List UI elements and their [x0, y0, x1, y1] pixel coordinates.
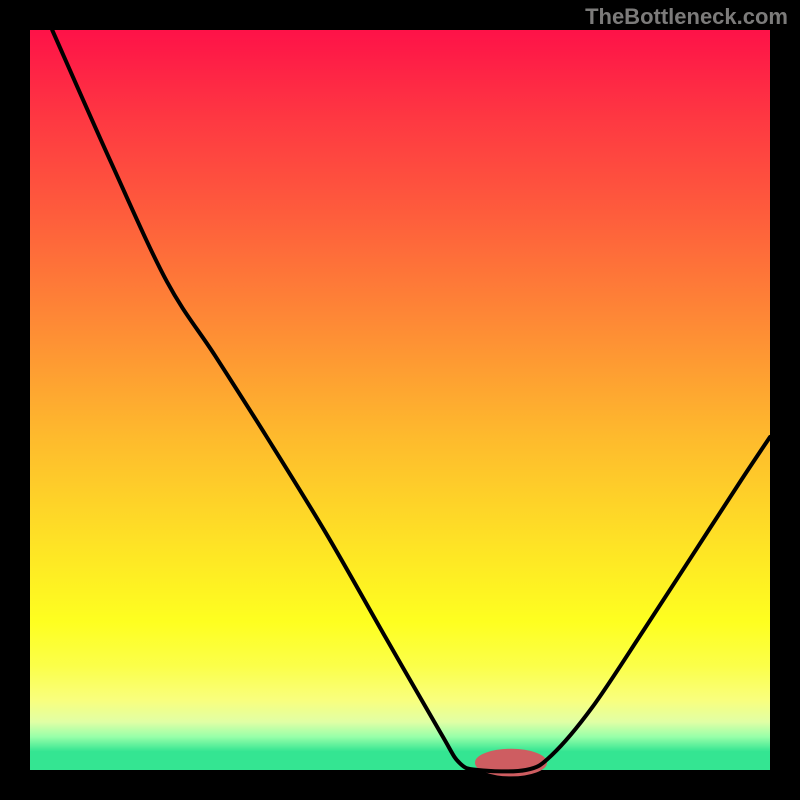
chart-svg	[0, 0, 800, 800]
watermark-label: TheBottleneck.com	[585, 4, 788, 30]
chart-container: TheBottleneck.com	[0, 0, 800, 800]
